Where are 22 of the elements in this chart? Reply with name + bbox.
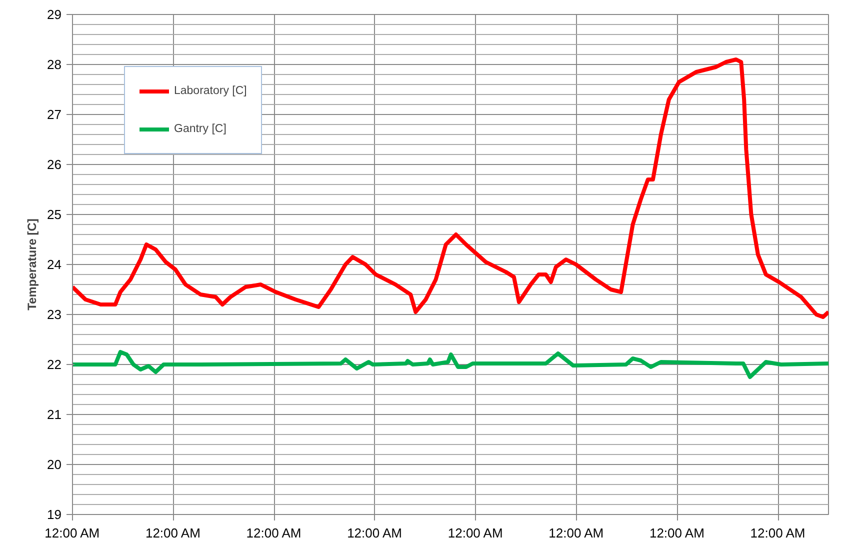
x-tick-label: 12:00 AM xyxy=(44,526,100,540)
x-tick-label: 12:00 AM xyxy=(750,526,806,540)
y-tick-label: 26 xyxy=(47,157,62,172)
y-axis-title: Temperature [C] xyxy=(25,218,40,310)
legend-label: Laboratory [C] xyxy=(174,85,247,97)
x-tick-label: 12:00 AM xyxy=(548,526,604,540)
x-tick-label: 12:00 AM xyxy=(145,526,200,540)
y-tick-label: 29 xyxy=(47,7,62,22)
y-tick-label: 21 xyxy=(47,407,62,422)
x-tick-label: 12:00 AM xyxy=(347,526,402,540)
y-tick-label: 23 xyxy=(47,307,62,322)
legend-label: Gantry [C] xyxy=(174,123,226,135)
y-tick-label: 24 xyxy=(47,257,62,272)
y-tick-label: 19 xyxy=(47,507,62,522)
y-tick-label: 27 xyxy=(47,107,62,122)
y-tick-label: 28 xyxy=(47,57,62,72)
y-tick-label: 22 xyxy=(47,357,62,372)
x-tick-label: 12:00 AM xyxy=(649,526,704,540)
y-tick-label: 25 xyxy=(47,207,62,222)
x-tick-label: 12:00 AM xyxy=(448,526,503,540)
x-tick-label: 12:00 AM xyxy=(246,526,302,540)
y-tick-label: 20 xyxy=(47,457,62,472)
